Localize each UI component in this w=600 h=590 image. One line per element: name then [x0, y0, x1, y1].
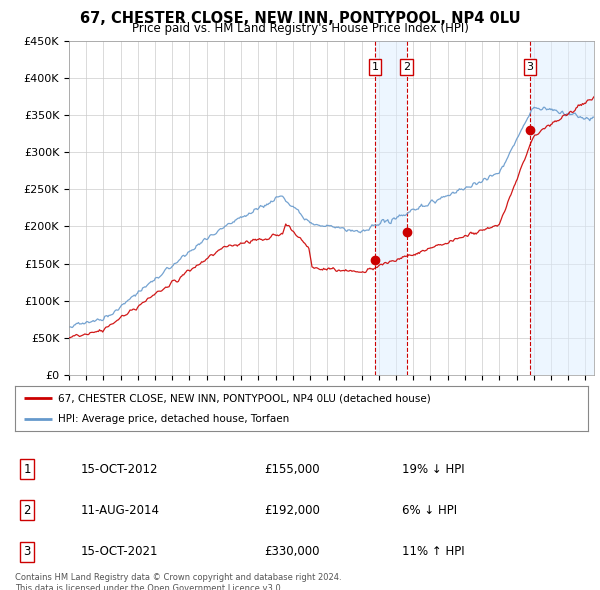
Text: 15-OCT-2021: 15-OCT-2021 — [81, 545, 158, 558]
Text: 19% ↓ HPI: 19% ↓ HPI — [402, 463, 464, 476]
Text: 1: 1 — [23, 463, 31, 476]
Text: 2: 2 — [403, 62, 410, 72]
Text: £330,000: £330,000 — [264, 545, 320, 558]
Text: 11% ↑ HPI: 11% ↑ HPI — [402, 545, 464, 558]
Text: £155,000: £155,000 — [264, 463, 320, 476]
Text: 67, CHESTER CLOSE, NEW INN, PONTYPOOL, NP4 0LU: 67, CHESTER CLOSE, NEW INN, PONTYPOOL, N… — [80, 11, 520, 25]
Text: Contains HM Land Registry data © Crown copyright and database right 2024.
This d: Contains HM Land Registry data © Crown c… — [15, 573, 341, 590]
Text: 11-AUG-2014: 11-AUG-2014 — [81, 504, 160, 517]
Text: 1: 1 — [372, 62, 379, 72]
Text: 6% ↓ HPI: 6% ↓ HPI — [402, 504, 457, 517]
Bar — [375, 41, 407, 375]
Text: 3: 3 — [527, 62, 533, 72]
Text: 3: 3 — [23, 545, 31, 558]
Text: Price paid vs. HM Land Registry's House Price Index (HPI): Price paid vs. HM Land Registry's House … — [131, 22, 469, 35]
Text: £192,000: £192,000 — [264, 504, 320, 517]
Bar — [530, 41, 594, 375]
Text: HPI: Average price, detached house, Torfaen: HPI: Average price, detached house, Torf… — [58, 414, 289, 424]
Text: 67, CHESTER CLOSE, NEW INN, PONTYPOOL, NP4 0LU (detached house): 67, CHESTER CLOSE, NEW INN, PONTYPOOL, N… — [58, 394, 431, 404]
Text: 2: 2 — [23, 504, 31, 517]
Text: 15-OCT-2012: 15-OCT-2012 — [81, 463, 158, 476]
